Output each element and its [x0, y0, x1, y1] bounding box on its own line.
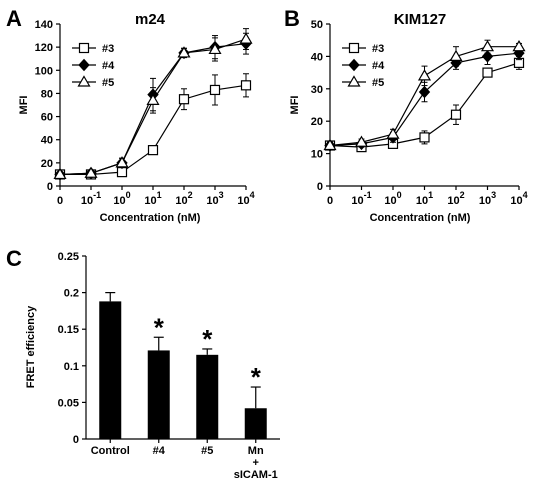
- data-point: [449, 49, 463, 62]
- category-label: sICAM-1: [234, 469, 278, 481]
- panel-a-x-tick-label: 0: [57, 195, 63, 207]
- panel-c-y-axis-label: FRET efficiency: [25, 305, 37, 388]
- panel-b-x-tick-label: 101: [416, 190, 433, 207]
- data-point: [419, 132, 430, 143]
- data-point: [115, 156, 129, 168]
- panel-b-plot: 0 10 20 30 40 50 0 10-1 100 101 102 103 104 #3 #4 #5: [311, 19, 528, 207]
- panel-b-x-tick-label: 103: [479, 190, 496, 207]
- panel-a-y-axis-label: MFI: [18, 96, 30, 115]
- data-point: [209, 84, 221, 96]
- legend-label: #3: [102, 43, 114, 55]
- panel-c-y-tick-label: 0.15: [58, 324, 79, 336]
- legend-marker: [348, 58, 360, 72]
- panel-b-y-tick-label: 30: [311, 84, 323, 96]
- significance-star: *: [251, 362, 262, 392]
- significance-star: *: [202, 324, 213, 354]
- data-point: [177, 46, 191, 58]
- panel-a-x-axis-label: Concentration (nM): [100, 212, 201, 224]
- panel-b-x-tick-label: 102: [447, 190, 464, 207]
- significance-star: *: [154, 312, 165, 342]
- panel-a-x-tick-label: 104: [237, 190, 254, 207]
- panel-b-y-tick-label: 50: [311, 19, 323, 31]
- panel-b-title: KIM127: [394, 11, 447, 28]
- panel-a-y-tick-label: 100: [35, 65, 53, 77]
- category-label: +: [253, 457, 259, 469]
- panel-b-y-tick-label: 20: [311, 116, 323, 128]
- panel-c-plot: 0 0.05 0.1 0.15 0.2 0.25 Control * #4 * #5 * Mn+sICA…: [58, 251, 280, 481]
- bar: [99, 301, 122, 439]
- panel-b-x-axis-label: Concentration (nM): [370, 212, 471, 224]
- panel-a-y-tick-label: 0: [47, 181, 53, 193]
- category-label: Control: [91, 445, 130, 457]
- legend-label: #3: [372, 43, 384, 55]
- legend-marker: [348, 42, 360, 54]
- data-point: [512, 39, 526, 52]
- legend-label: #4: [372, 60, 385, 72]
- panel-b-y-tick-label: 0: [317, 181, 323, 193]
- panel-b-x-tick-label: 104: [510, 190, 527, 207]
- data-point: [450, 109, 462, 120]
- panel-a-y-tick-label: 40: [41, 135, 53, 147]
- legend-label: #5: [372, 77, 384, 89]
- legend-marker: [347, 75, 361, 87]
- legend-label: #5: [102, 77, 114, 89]
- data-point: [480, 39, 495, 52]
- panel-b-y-axis-label: MFI: [289, 96, 301, 115]
- category-label: #4: [153, 445, 166, 457]
- category-label: Mn: [248, 445, 264, 457]
- data-point: [239, 32, 253, 44]
- panel-a-y-tick-label: 20: [41, 158, 53, 170]
- panel-letter-b: B: [284, 6, 300, 31]
- data-point: [323, 138, 337, 151]
- data-point: [178, 94, 190, 105]
- data-point: [147, 145, 159, 156]
- data-point: [386, 127, 400, 139]
- panel-c-y-tick-label: 0.2: [64, 288, 79, 300]
- legend-marker: [78, 42, 90, 54]
- panel-a-plot: 0 20 40 60 80 100 120 140 0 10-1 100 101 102 103 104 #3…: [35, 19, 255, 207]
- data-point: [354, 135, 369, 147]
- panel-a-y-tick-label: 120: [35, 42, 53, 54]
- data-point: [418, 85, 431, 99]
- legend-marker: [77, 75, 91, 87]
- bar: [147, 350, 170, 439]
- panel-a-x-tick-label: 102: [175, 190, 192, 207]
- data-point: [84, 166, 98, 178]
- bar: [244, 408, 267, 439]
- panel-a-x-tick-label: 101: [144, 190, 161, 207]
- panel-a-x-tick-label: 10-1: [81, 190, 101, 207]
- panel-c-y-tick-label: 0.25: [58, 251, 79, 263]
- panel-letter-a: A: [6, 6, 22, 31]
- panel-c-y-tick-label: 0.05: [58, 397, 79, 409]
- data-point: [146, 93, 160, 105]
- legend-marker: [78, 58, 90, 72]
- panel-a-x-tick-label: 103: [206, 190, 223, 207]
- panel-b-x-tick-label: 100: [384, 190, 401, 207]
- panel-b-x-tick-label: 0: [327, 195, 333, 207]
- data-point: [208, 42, 222, 55]
- panel-letter-c: C: [6, 246, 22, 271]
- category-label: #5: [201, 445, 213, 457]
- panel-a-x-tick-label: 100: [113, 190, 130, 207]
- data-point: [53, 167, 67, 180]
- data-point: [240, 80, 252, 91]
- panel-a-title: m24: [135, 11, 166, 28]
- bar: [196, 354, 219, 439]
- panel-c-y-tick-label: 0: [73, 434, 79, 446]
- panel-a-y-tick-label: 60: [41, 112, 53, 124]
- panel-b-x-tick-label: 10-1: [351, 190, 371, 207]
- panel-a-y-tick-label: 80: [41, 88, 53, 100]
- data-point: [417, 69, 432, 81]
- data-point: [482, 67, 493, 78]
- panel-b-y-tick-label: 10: [311, 149, 323, 161]
- panel-a-y-tick-label: 140: [35, 19, 53, 31]
- legend-label: #4: [102, 60, 115, 72]
- panel-b-y-tick-label: 40: [311, 51, 323, 63]
- panel-c-y-tick-label: 0.1: [64, 361, 79, 373]
